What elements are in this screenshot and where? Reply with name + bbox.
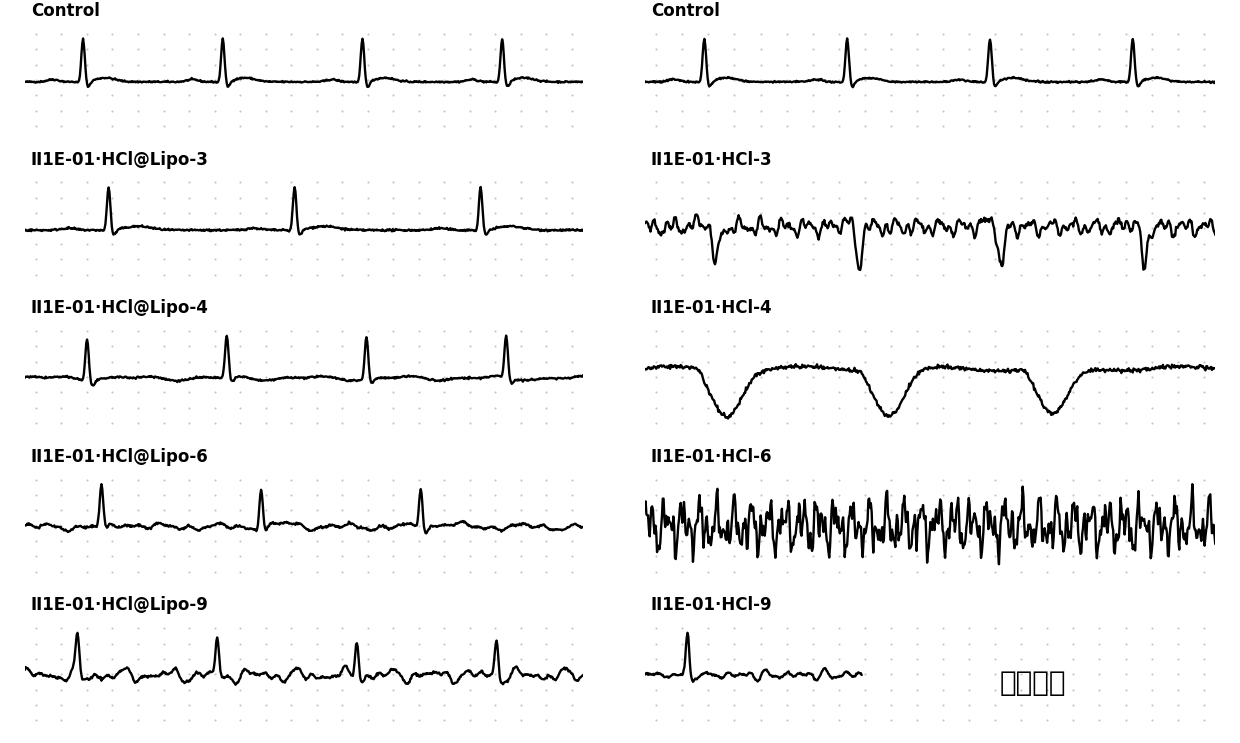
Text: II1E-01·HCl@Lipo-4: II1E-01·HCl@Lipo-4 xyxy=(31,299,208,317)
Text: II1E-01·HCl-9: II1E-01·HCl-9 xyxy=(651,597,773,614)
Text: II1E-01·HCl@Lipo-9: II1E-01·HCl@Lipo-9 xyxy=(31,597,208,614)
Text: Control: Control xyxy=(31,2,100,20)
Text: 无法耐受: 无法耐受 xyxy=(999,669,1066,698)
Text: II1E-01·HCl-4: II1E-01·HCl-4 xyxy=(651,299,773,317)
Text: II1E-01·HCl@Lipo-3: II1E-01·HCl@Lipo-3 xyxy=(31,151,208,169)
Text: II1E-01·HCl-6: II1E-01·HCl-6 xyxy=(651,448,773,466)
Text: II1E-01·HCl@Lipo-6: II1E-01·HCl@Lipo-6 xyxy=(31,448,208,466)
Text: II1E-01·HCl-3: II1E-01·HCl-3 xyxy=(651,151,773,169)
Text: Control: Control xyxy=(651,2,720,20)
